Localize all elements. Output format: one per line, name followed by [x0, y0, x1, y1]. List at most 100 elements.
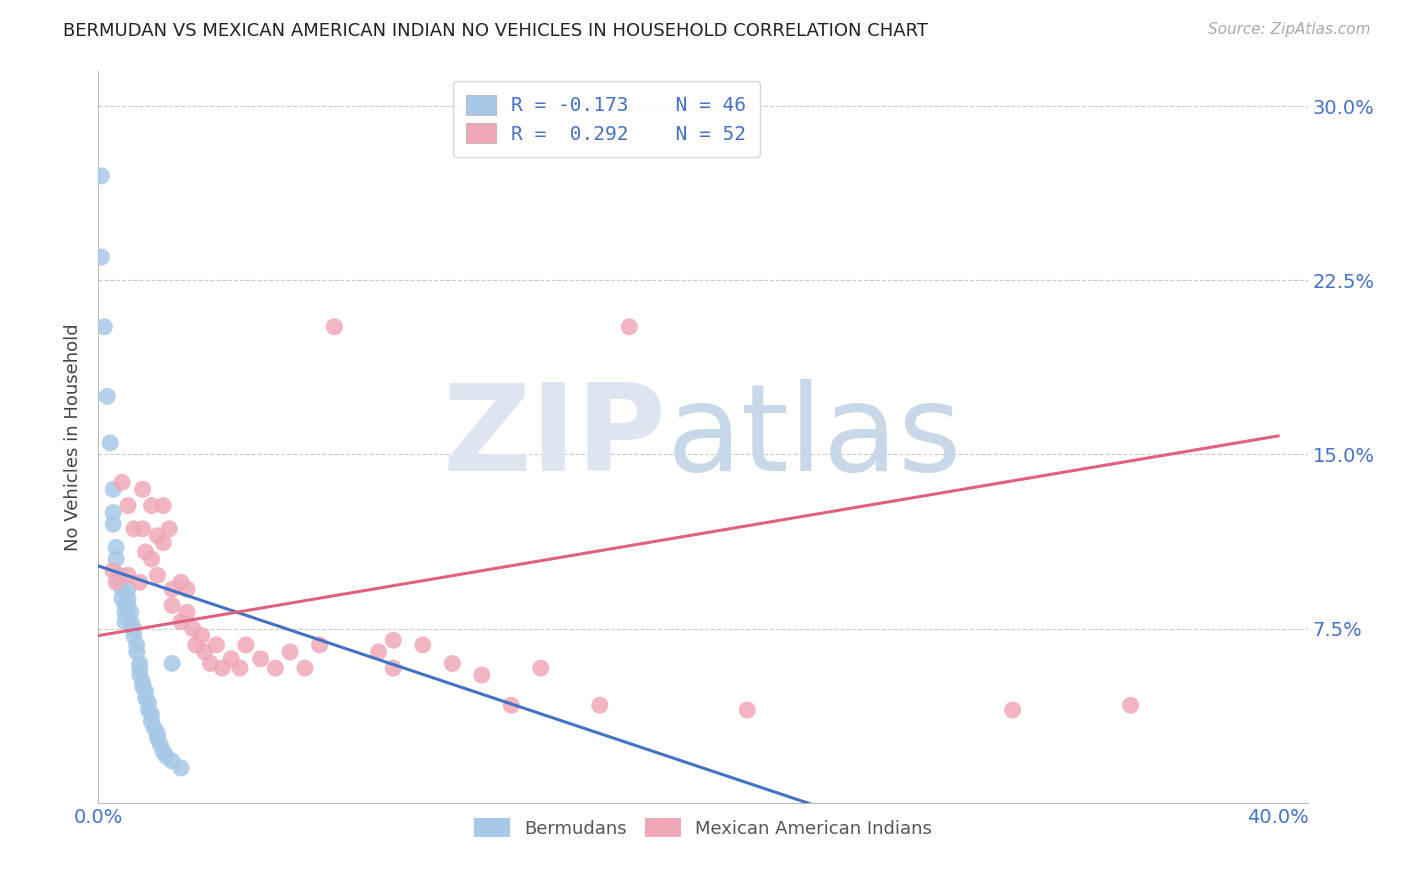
Point	[111, 582, 134, 597]
Point	[135, 545, 157, 559]
Point	[619, 319, 641, 334]
Point	[441, 657, 464, 671]
Point	[90, 250, 112, 264]
Point	[235, 638, 257, 652]
Point	[128, 657, 150, 671]
Point	[131, 483, 153, 497]
Point	[181, 622, 204, 636]
Point	[101, 564, 124, 578]
Point	[382, 661, 405, 675]
Point	[114, 599, 136, 613]
Point	[114, 606, 136, 620]
Point	[152, 745, 174, 759]
Point	[249, 652, 271, 666]
Point	[146, 568, 169, 582]
Point	[205, 638, 228, 652]
Point	[160, 582, 183, 597]
Point	[125, 645, 148, 659]
Point	[294, 661, 316, 675]
Point	[141, 552, 163, 566]
Text: ZIP: ZIP	[443, 378, 666, 496]
Point	[141, 714, 163, 729]
Point	[138, 703, 160, 717]
Point	[117, 582, 139, 597]
Point	[93, 319, 115, 334]
Point	[120, 606, 142, 620]
Text: BERMUDAN VS MEXICAN AMERICAN INDIAN NO VEHICLES IN HOUSEHOLD CORRELATION CHART: BERMUDAN VS MEXICAN AMERICAN INDIAN NO V…	[63, 22, 928, 40]
Point	[122, 522, 145, 536]
Point	[194, 645, 217, 659]
Point	[382, 633, 405, 648]
Point	[117, 499, 139, 513]
Point	[1119, 698, 1142, 713]
Point	[111, 591, 134, 606]
Point	[101, 517, 124, 532]
Point	[367, 645, 389, 659]
Point	[131, 680, 153, 694]
Point	[101, 506, 124, 520]
Point	[105, 541, 128, 555]
Point	[1001, 703, 1024, 717]
Point	[157, 522, 180, 536]
Point	[200, 657, 222, 671]
Point	[170, 615, 193, 629]
Point	[146, 529, 169, 543]
Point	[138, 696, 160, 710]
Point	[143, 722, 166, 736]
Point	[131, 522, 153, 536]
Point	[141, 499, 163, 513]
Point	[308, 638, 330, 652]
Point	[264, 661, 287, 675]
Point	[152, 499, 174, 513]
Point	[219, 652, 242, 666]
Point	[111, 475, 134, 490]
Point	[122, 629, 145, 643]
Point	[160, 599, 183, 613]
Point	[155, 749, 177, 764]
Point	[501, 698, 523, 713]
Point	[530, 661, 553, 675]
Point	[135, 684, 157, 698]
Point	[190, 629, 212, 643]
Point	[176, 606, 198, 620]
Point	[589, 698, 612, 713]
Point	[128, 661, 150, 675]
Point	[170, 761, 193, 775]
Point	[184, 638, 207, 652]
Point	[412, 638, 434, 652]
Point	[141, 707, 163, 722]
Point	[735, 703, 758, 717]
Point	[117, 591, 139, 606]
Point	[90, 169, 112, 183]
Legend: Bermudans, Mexican American Indians: Bermudans, Mexican American Indians	[467, 811, 939, 845]
Point	[98, 436, 121, 450]
Point	[101, 483, 124, 497]
Point	[146, 726, 169, 740]
Point	[471, 668, 494, 682]
Point	[323, 319, 346, 334]
Point	[146, 731, 169, 745]
Point	[117, 599, 139, 613]
Point	[117, 568, 139, 582]
Text: Source: ZipAtlas.com: Source: ZipAtlas.com	[1208, 22, 1371, 37]
Point	[105, 575, 128, 590]
Point	[120, 615, 142, 629]
Point	[211, 661, 233, 675]
Point	[170, 575, 193, 590]
Point	[149, 738, 172, 752]
Point	[135, 691, 157, 706]
Point	[96, 389, 118, 403]
Point	[105, 552, 128, 566]
Text: atlas: atlas	[666, 378, 962, 496]
Point	[128, 668, 150, 682]
Point	[128, 575, 150, 590]
Y-axis label: No Vehicles in Household: No Vehicles in Household	[65, 323, 83, 551]
Point	[229, 661, 252, 675]
Point	[160, 754, 183, 768]
Point	[131, 675, 153, 690]
Point	[122, 622, 145, 636]
Point	[278, 645, 301, 659]
Point	[160, 657, 183, 671]
Point	[125, 638, 148, 652]
Point	[108, 568, 131, 582]
